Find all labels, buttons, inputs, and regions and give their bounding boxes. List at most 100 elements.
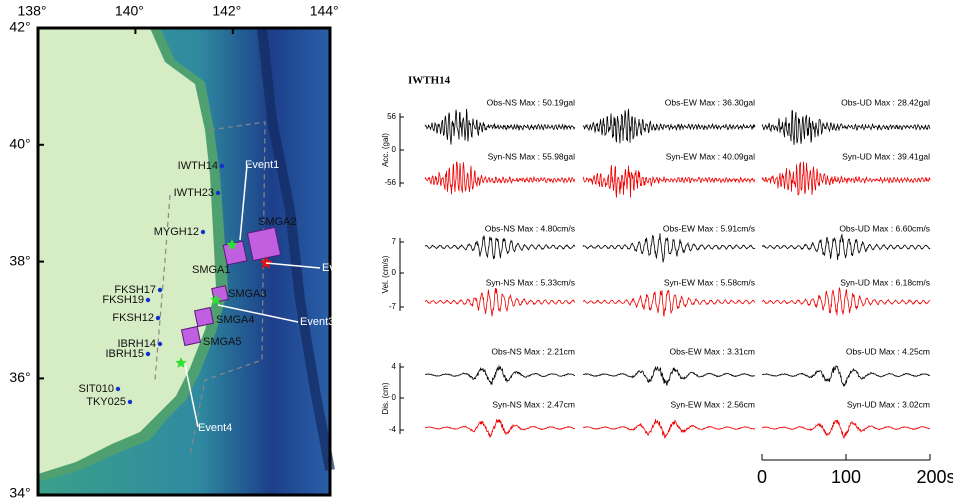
waveform — [424, 418, 576, 439]
y-axis-label: Dis. (cm) — [381, 382, 390, 414]
waveform — [583, 289, 756, 317]
station-label: IBRH14 — [117, 338, 156, 350]
station-dot — [155, 315, 161, 321]
y-axis-label: Acc. (gal) — [381, 133, 390, 167]
lat-tick-label: 36° — [9, 369, 30, 385]
y-tick-label: 4 — [392, 362, 397, 371]
obs-label: Obs-EW Max : 3.31cm — [670, 346, 756, 356]
y-tick-label: -4 — [389, 425, 397, 434]
time-scale-label: 0 — [757, 467, 767, 487]
smga-patch — [193, 306, 215, 328]
lon-tick-label: 140° — [115, 3, 144, 19]
station-label: TKY025 — [86, 396, 126, 408]
obs-label: Obs-UD Max : 28.42gal — [841, 97, 930, 107]
syn-label: Syn-UD Max : 39.41gal — [842, 151, 930, 161]
y-tick-label: 56 — [387, 112, 396, 121]
event-label: Event1 — [245, 159, 279, 171]
epicenter-star — [259, 256, 273, 269]
map — [36, 26, 335, 497]
smga-patch — [180, 325, 202, 347]
epicenter-star — [210, 294, 222, 305]
station-dot — [157, 287, 163, 293]
syn-label: Syn-NS Max : 55.98gal — [488, 151, 576, 161]
epicenter-star — [175, 357, 187, 368]
y-axis-label: Vel. (cm/s) — [381, 255, 390, 293]
y-tick-label: 7 — [392, 237, 397, 246]
event-pointer — [239, 164, 248, 241]
trench — [257, 27, 335, 471]
lon-tick-label: 144° — [310, 3, 339, 19]
waveform — [582, 108, 756, 144]
syn-label: Syn-EW Max : 40.09gal — [666, 151, 755, 161]
station-dot — [200, 229, 206, 235]
syn-label: Syn-NS Max : 5.33cm/s — [486, 277, 575, 287]
station-label: MYGH12 — [154, 226, 199, 238]
waveform — [424, 235, 576, 260]
lat-tick-label: 40° — [9, 136, 30, 152]
lat-tick-label: 42° — [9, 19, 30, 35]
station-title: IWTH14 — [408, 75, 451, 87]
obs-label: Obs-UD Max : 6.60cm/s — [839, 223, 930, 233]
obs-label: Obs-EW Max : 5.91cm/s — [663, 223, 755, 233]
smga-label: SMGA1 — [192, 264, 231, 276]
obs-label: Obs-NS Max : 4.80cm/s — [485, 223, 575, 233]
waveform — [424, 287, 576, 317]
lon-tick-label: 142° — [212, 3, 241, 19]
time-scale-label: 100 — [831, 467, 861, 487]
waveform — [761, 287, 931, 316]
obs-label: Obs-EW Max : 36.30gal — [665, 97, 755, 107]
waveform — [761, 419, 930, 440]
smga-patch — [246, 226, 282, 262]
lat-tick-label: 34° — [9, 485, 30, 501]
station-label: FKSH12 — [112, 312, 154, 324]
syn-label: Syn-UD Max : 3.02cm — [847, 399, 930, 409]
obs-label: Obs-UD Max : 4.25cm — [846, 346, 930, 356]
waveform — [424, 161, 576, 195]
waveform — [582, 233, 756, 263]
waveform — [761, 110, 931, 145]
station-label: IBRH15 — [105, 348, 144, 360]
waveform — [761, 365, 931, 387]
waveform — [582, 419, 756, 439]
obs-label: Obs-NS Max : 2.21cm — [491, 346, 575, 356]
smga-label: SMGA2 — [258, 216, 297, 228]
waveform — [425, 365, 575, 385]
waveform — [761, 161, 931, 196]
station-dot — [219, 163, 225, 169]
station-label: IWTH14 — [178, 160, 218, 172]
lat-tick-label: 38° — [9, 252, 30, 268]
waveform — [424, 108, 576, 145]
station-dot — [115, 386, 121, 392]
station-label: SIT010 — [79, 383, 114, 395]
station-dot — [145, 297, 151, 303]
y-tick-label: -56 — [384, 178, 396, 187]
waveform — [582, 165, 756, 198]
waveform — [761, 234, 931, 261]
event-pointer — [184, 364, 199, 428]
station-label: IWTH23 — [174, 187, 214, 199]
y-tick-label: 0 — [392, 145, 397, 154]
event-pointer — [217, 304, 299, 323]
fault-outline — [154, 121, 266, 456]
smga-label: SMGA5 — [203, 336, 242, 348]
station-dot — [215, 190, 221, 196]
syn-label: Syn-NS Max : 2.47cm — [492, 399, 575, 409]
station-label: FKSH17 — [114, 284, 156, 296]
obs-label: Obs-NS Max : 50.19gal — [487, 97, 575, 107]
event-label: Event2 — [322, 262, 356, 274]
station-dot — [127, 399, 133, 405]
time-scale-label: 200s — [916, 467, 953, 487]
station-dot — [157, 341, 163, 347]
station-label: FKSH19 — [102, 294, 144, 306]
waveform — [582, 365, 756, 386]
smga-label: SMGA3 — [228, 288, 267, 300]
event-label: Event4 — [198, 422, 232, 434]
y-tick-label: -7 — [389, 302, 397, 311]
y-tick-label: 0 — [392, 393, 397, 402]
land — [38, 28, 216, 474]
waveform-panel: IWTH14 — [408, 75, 451, 87]
event-pointer — [265, 262, 321, 269]
syn-label: Syn-UD Max : 6.18cm/s — [840, 277, 930, 287]
smga-label: SMGA4 — [216, 314, 255, 326]
